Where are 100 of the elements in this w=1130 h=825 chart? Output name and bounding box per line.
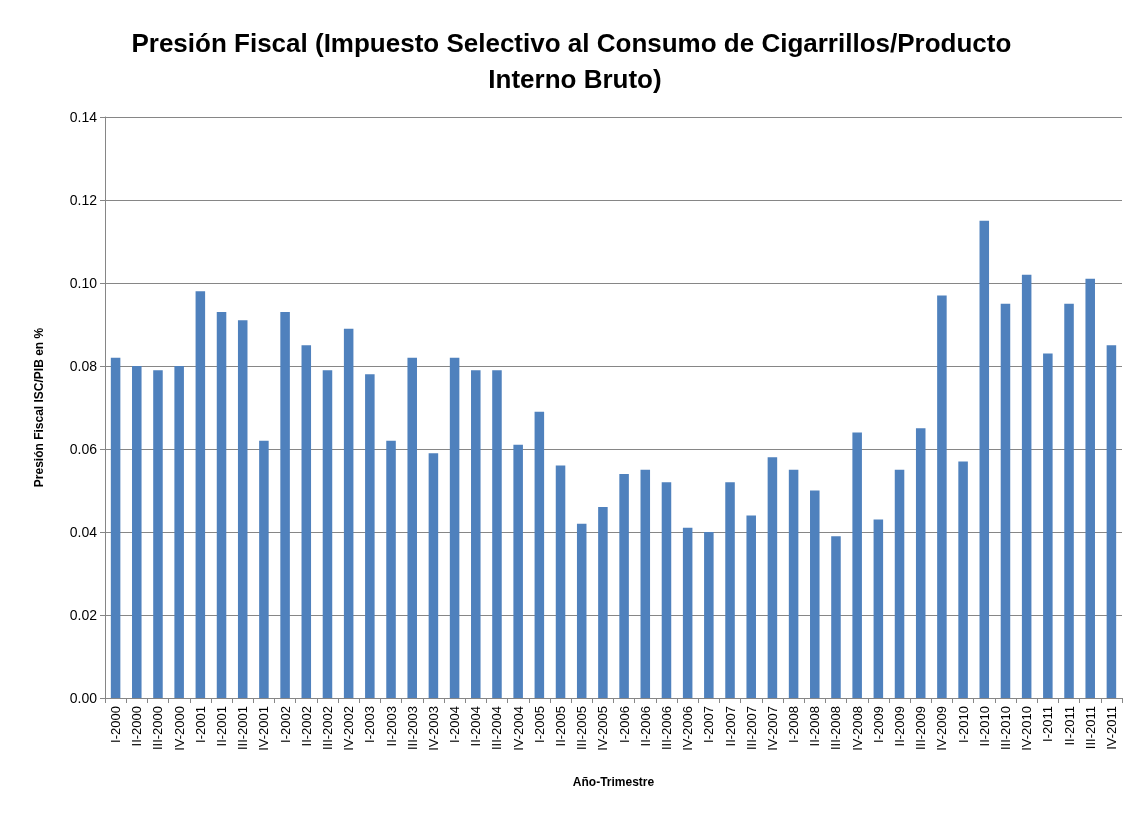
bar — [852, 432, 862, 698]
bar — [216, 312, 227, 698]
x-tick-label: II-2004 — [468, 706, 484, 747]
x-tick-label: IV-2001 — [256, 706, 272, 751]
y-tick-label: 0.12 — [69, 192, 98, 208]
x-tick-label: II-2005 — [553, 706, 569, 747]
y-tick-label: 0.10 — [69, 275, 98, 291]
x-tick-label: I-2011 — [1040, 706, 1056, 742]
y-tick-label: 0.06 — [69, 441, 98, 457]
x-tick-label: III-2000 — [150, 706, 166, 751]
bar — [894, 469, 905, 698]
bar — [704, 532, 714, 698]
x-tick-label: II-2009 — [892, 706, 908, 747]
bar — [746, 515, 756, 698]
x-tick-label: III-2002 — [319, 706, 335, 751]
bar — [958, 461, 968, 698]
bar — [619, 473, 629, 698]
x-tick-label: III-2004 — [489, 706, 505, 751]
x-tick-label: IV-2000 — [171, 706, 187, 751]
x-tick-label: III-2008 — [828, 706, 844, 751]
bar — [979, 220, 990, 698]
bar — [492, 370, 502, 698]
bar — [534, 411, 545, 698]
chart-title: Presión Fiscal (Impuesto Selectivo al Consumo de Cigarrillos/Producto Interno Bruto) — [131, 28, 1019, 94]
y-axis-title: Presión Fiscal ISC/PIB en % — [32, 327, 46, 488]
bar — [682, 527, 693, 698]
x-tick-label: IV-2011 — [1103, 706, 1119, 750]
x-tick-label: I-2004 — [447, 706, 463, 743]
bar — [1106, 345, 1117, 698]
bar — [873, 519, 884, 698]
bar — [110, 357, 121, 698]
x-tick-label: II-2006 — [637, 706, 653, 747]
x-tick-label: IV-2009 — [934, 706, 950, 751]
x-tick-label: IV-2006 — [680, 706, 696, 751]
bar — [831, 536, 841, 698]
bar — [598, 507, 608, 698]
bar — [1043, 353, 1053, 698]
y-tick-label: 0.04 — [69, 524, 98, 540]
bar — [725, 482, 735, 698]
x-tick-label: II-2002 — [298, 706, 314, 747]
bar — [195, 291, 206, 698]
x-tick-label: III-2011 — [1082, 706, 1098, 750]
bar — [449, 357, 460, 698]
bar — [915, 428, 926, 698]
bar — [386, 440, 396, 698]
bar — [132, 366, 142, 698]
x-tick-label: III-2003 — [404, 706, 420, 751]
x-tick-label: I-2006 — [616, 706, 632, 743]
x-tick-label: I-2007 — [701, 706, 717, 743]
x-tick-label: II-2001 — [214, 706, 230, 747]
x-tick-label: II-2007 — [722, 706, 738, 747]
x-tick-label: IV-2004 — [510, 706, 526, 751]
x-tick-label: III-2001 — [235, 706, 251, 751]
bar — [555, 465, 566, 698]
bar — [174, 366, 184, 698]
x-tick-label: I-2009 — [870, 706, 886, 743]
x-tick-label: III-2006 — [658, 706, 674, 751]
bar — [365, 374, 375, 698]
bar — [1021, 274, 1032, 698]
x-tick-label: III-2009 — [913, 706, 929, 751]
x-tick-label: IV-2002 — [341, 706, 357, 751]
x-tick-label: I-2005 — [531, 706, 547, 743]
bar — [471, 370, 481, 698]
bar — [1085, 278, 1095, 698]
bar — [259, 440, 269, 698]
bar — [640, 469, 651, 698]
bar — [513, 444, 523, 698]
bar — [301, 345, 312, 698]
bar — [280, 312, 290, 698]
bar — [343, 328, 354, 698]
y-tick-label: 0.08 — [69, 358, 98, 374]
bar — [661, 482, 672, 698]
x-tick-label: III-2010 — [997, 706, 1013, 751]
bar — [937, 295, 947, 698]
x-tick-label: II-2008 — [807, 706, 823, 747]
x-tick-label: I-2002 — [277, 706, 293, 743]
bar — [810, 490, 820, 698]
bar — [576, 523, 587, 698]
x-tick-label: I-2003 — [362, 706, 378, 743]
x-tick-label: IV-2003 — [425, 706, 441, 751]
bar — [407, 357, 417, 698]
x-tick-label: IV-2008 — [849, 706, 865, 751]
y-tick-label: 0.02 — [69, 607, 98, 623]
x-tick-label: II-2003 — [383, 706, 399, 747]
x-tick-label: II-2000 — [129, 706, 145, 747]
bar — [322, 370, 333, 698]
x-tick-label: I-2008 — [786, 706, 802, 743]
x-tick-label: II-2010 — [976, 706, 992, 747]
x-tick-label: I-2010 — [955, 706, 971, 743]
bar — [767, 457, 778, 698]
bar — [788, 469, 799, 698]
x-axis-title: Año-Trimestre — [572, 775, 655, 789]
x-tick-label: IV-2005 — [595, 706, 611, 751]
bar — [153, 370, 163, 698]
bar — [237, 320, 248, 698]
x-tick-label: III-2005 — [574, 706, 590, 751]
x-tick-label: I-2001 — [192, 706, 208, 743]
bar — [1000, 303, 1011, 698]
bar — [428, 453, 439, 698]
y-tick-label: 0.14 — [69, 109, 98, 125]
